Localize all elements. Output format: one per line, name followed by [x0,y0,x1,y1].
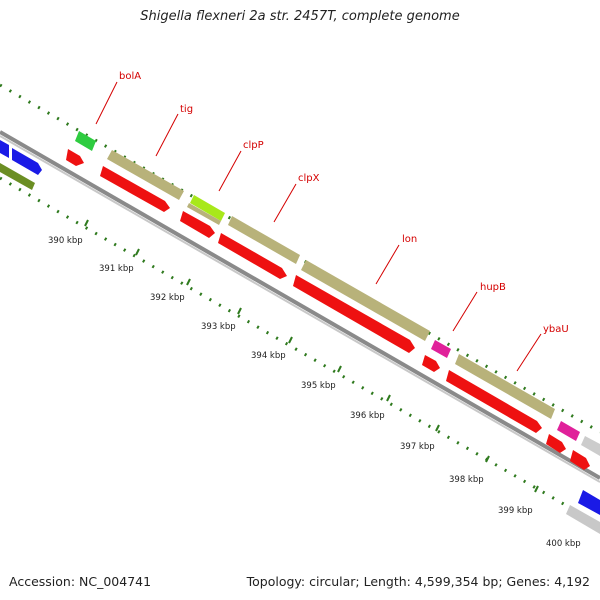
gene-label-tig[interactable]: tig [180,104,193,115]
leader-line-clpX [273,183,297,223]
gray-feature[interactable] [581,436,600,456]
kbp-tick [485,455,490,463]
kbp-tick [135,248,140,256]
blue-feature-arrow[interactable] [578,490,600,515]
kbp-tick [84,219,89,227]
leader-line-clpP [218,150,242,192]
kbp-label: 395 kbp [301,381,336,391]
kbp-label: 396 kbp [350,411,385,421]
kbp-tick [337,365,342,373]
leader-line-ybaU [516,333,542,372]
olive-feature-bar[interactable] [0,163,35,190]
kbp-ticks: 390 kbp 391 kbp 392 kbp 393 kbp 394 kbp … [48,219,587,549]
inner-tick-ring [0,176,600,527]
kbp-label: 399 kbp [498,506,533,516]
cds-arrow[interactable] [66,149,84,166]
gene-label-clpP[interactable]: clpP [243,140,264,151]
kbp-tick [288,336,293,344]
kbp-label: 393 kbp [201,322,236,332]
genome-summary-text: Topology: circular; Length: 4,599,354 bp… [246,574,590,589]
cds-arrow[interactable] [180,211,215,238]
gene-label-bolA[interactable]: bolA [119,71,141,82]
kbp-tick [186,278,191,286]
gene-bolA[interactable] [75,131,96,151]
cds-row [66,149,590,470]
leader-line-hupB [452,291,478,332]
cds-arrow[interactable] [546,434,566,453]
outer-tick-ring [0,83,600,434]
gene-tig[interactable] [107,150,184,200]
kbp-label: 394 kbp [251,351,286,361]
gene-row [75,131,600,456]
cds-arrow[interactable] [293,275,415,353]
kbp-label: 397 kbp [400,442,435,452]
leader-line-lon [375,244,400,285]
gene-clpX[interactable] [228,216,300,264]
map-title: Shigella flexneri 2a str. 2457T, complet… [140,9,460,24]
pink-feature[interactable] [557,421,580,441]
kbp-tick [534,485,539,493]
gene-labels: bolA tig clpP clpX lon hupB ybaU [119,71,569,335]
gene-label-clpX[interactable]: clpX [298,173,320,184]
kbp-tick [237,307,242,315]
cds-arrow[interactable] [570,450,590,470]
gene-clpP-lower[interactable] [187,203,221,225]
cds-arrow[interactable] [218,233,287,279]
gene-ybaU[interactable] [455,354,555,419]
gray-feature-bar[interactable] [566,505,600,534]
gene-label-ybaU[interactable]: ybaU [543,324,569,335]
kbp-label: 390 kbp [48,236,83,246]
left-edge-features [0,140,42,190]
kbp-tick [386,394,391,402]
genome-backbone-shadow [0,135,600,483]
accession-text: Accession: NC_004741 [9,574,152,589]
gene-label-lon[interactable]: lon [402,234,417,245]
gene-lon[interactable] [301,260,430,341]
leader-line-bolA [95,81,118,125]
genome-backbone [0,130,600,480]
gene-clpP[interactable] [190,195,225,221]
cds-arrow[interactable] [100,166,170,212]
kbp-tick [435,424,440,432]
kbp-label: 400 kbp [546,539,581,549]
leader-line-tig [155,113,179,157]
cds-arrow[interactable] [446,370,542,433]
blue-feature-arrow[interactable] [12,148,42,175]
kbp-label: 392 kbp [150,293,185,303]
right-edge-features [566,490,600,534]
leader-lines [95,81,542,372]
kbp-label: 398 kbp [449,475,484,485]
blue-feature-arrow[interactable] [0,140,9,158]
gene-hupB[interactable] [431,340,451,358]
gene-label-hupB[interactable]: hupB [480,282,506,293]
cds-arrow[interactable] [422,355,440,372]
kbp-label: 391 kbp [99,264,134,274]
